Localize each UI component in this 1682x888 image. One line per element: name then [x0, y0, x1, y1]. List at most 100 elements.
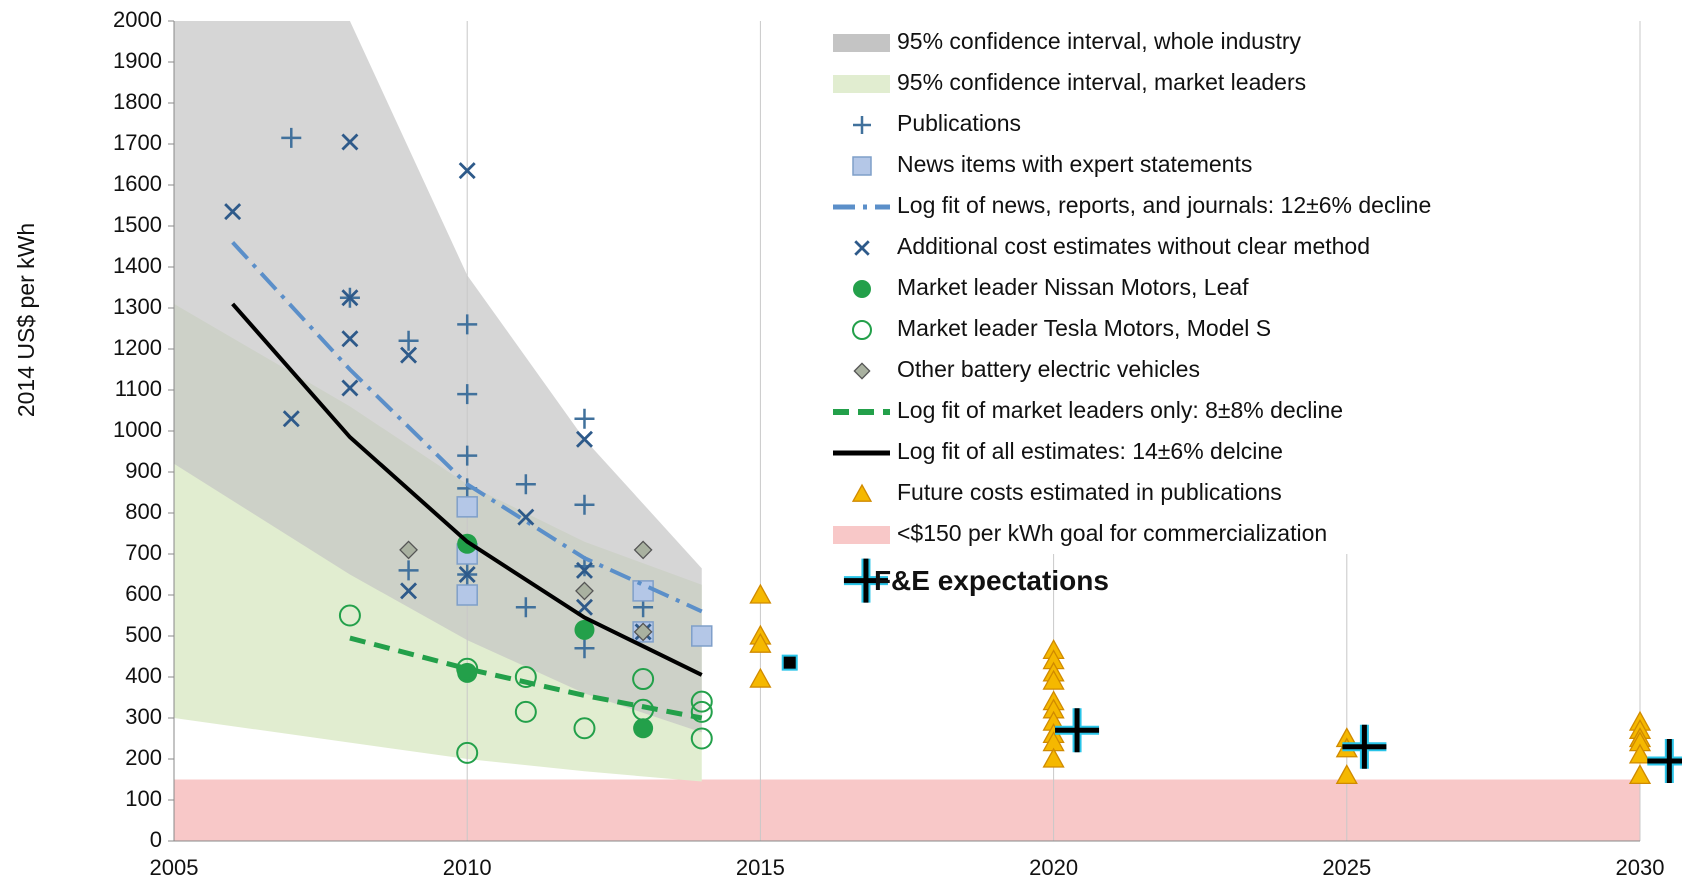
data-point [690, 690, 713, 713]
y-tick-label: 1300 [113, 294, 162, 319]
y-tick-label: 300 [125, 704, 162, 729]
data-point [341, 330, 359, 348]
legend-label: Log fit of news, reports, and journals: … [897, 192, 1431, 218]
y-tick-label: 1700 [113, 130, 162, 155]
data-point [399, 540, 418, 560]
data-point [458, 162, 476, 180]
data-point [1335, 764, 1358, 785]
legend-swatch [853, 362, 871, 380]
confidence-band [174, 21, 702, 733]
y-tick-label: 700 [125, 540, 162, 565]
y-tick-label: 600 [125, 581, 162, 606]
data-point [341, 289, 359, 307]
data-point [456, 584, 478, 606]
y-tick-label: 400 [125, 663, 162, 688]
fit-line [349, 635, 703, 721]
x-tick-label: 2030 [1616, 855, 1665, 880]
data-point [456, 741, 479, 764]
data-point [341, 379, 359, 397]
data-point [575, 430, 593, 448]
y-tick-label: 0 [150, 827, 162, 852]
data-point [458, 566, 476, 583]
data-point [400, 582, 418, 600]
data-point [633, 622, 653, 642]
legend-label: Other battery electric vehicles [897, 356, 1200, 382]
legend-swatch [852, 156, 872, 176]
data-point [632, 668, 655, 691]
data-point [1628, 764, 1652, 785]
data-point [1042, 747, 1065, 768]
x-tick-label: 2015 [736, 855, 785, 880]
data-point [456, 496, 478, 518]
data-point [338, 604, 361, 627]
data-point [282, 410, 300, 428]
legend-swatch [833, 34, 890, 52]
data-point [457, 445, 478, 466]
legend-label: <$150 per kWh goal for commercialization [897, 520, 1327, 546]
data-point [224, 203, 242, 221]
data-point [690, 727, 713, 750]
data-point [574, 494, 595, 515]
y-tick-label: 1000 [113, 417, 162, 442]
data-point [457, 314, 478, 335]
y-tick-label: 2000 [113, 7, 162, 32]
confidence-band [174, 779, 1640, 841]
data-point [574, 408, 595, 429]
x-tick-label: 2005 [150, 855, 199, 880]
data-point [517, 508, 535, 526]
data-point [400, 346, 418, 364]
annotation: F&E expectations [874, 565, 1109, 596]
legend-swatch [852, 320, 872, 340]
y-tick-label: 1900 [113, 48, 162, 73]
legend-box [826, 21, 1638, 554]
y-tick-label: 200 [125, 745, 162, 770]
legend-swatch [833, 526, 890, 544]
data-point [690, 700, 713, 723]
legend-label: Log fit of all estimates: 14±6% delcine [897, 438, 1283, 464]
y-tick-label: 500 [125, 622, 162, 647]
expectation-mark [1647, 739, 1682, 784]
y-tick-label: 1400 [113, 253, 162, 278]
legend-label: Additional cost estimates without clear … [897, 233, 1370, 259]
data-point [514, 700, 537, 723]
data-point [398, 560, 419, 581]
expectation-mark [1055, 708, 1100, 753]
data-point [515, 474, 536, 495]
fit-line [231, 302, 703, 677]
expectation-mark [1342, 724, 1387, 769]
y-tick-label: 1100 [115, 376, 162, 401]
legend-swatch [851, 483, 873, 502]
y-tick-label: 1200 [113, 335, 162, 360]
data-point [341, 133, 359, 151]
data-point [281, 127, 302, 148]
data-point [574, 619, 595, 640]
data-point [633, 718, 654, 739]
data-point [691, 625, 713, 647]
data-point [574, 638, 595, 659]
data-point [515, 597, 536, 618]
data-point [575, 581, 594, 601]
data-point [514, 666, 537, 688]
data-point [1628, 743, 1652, 764]
expectation-mark [781, 654, 798, 671]
legend-swatch [853, 116, 871, 134]
legend-label: 95% confidence interval, market leaders [897, 69, 1306, 95]
legend-label: Market leader Nissan Motors, Leaf [897, 274, 1249, 300]
legend-label: Market leader Tesla Motors, Model S [897, 315, 1271, 341]
data-point [457, 384, 478, 405]
y-tick-label: 900 [125, 458, 162, 483]
y-tick-label: 800 [125, 499, 162, 524]
legend-label: News items with expert statements [897, 151, 1252, 177]
legend-label: Log fit of market leaders only: 8±8% dec… [897, 397, 1343, 423]
data-point [749, 632, 772, 653]
fit-line [231, 241, 703, 614]
data-point [749, 667, 772, 688]
data-point [633, 540, 653, 560]
data-point [398, 330, 419, 351]
x-tick-label: 2025 [1322, 855, 1371, 880]
data-point [573, 717, 596, 740]
legend-label: 95% confidence interval, whole industry [897, 28, 1302, 54]
y-axis-label: 2014 US$ per kWh [13, 223, 39, 417]
y-tick-label: 1500 [113, 212, 162, 237]
